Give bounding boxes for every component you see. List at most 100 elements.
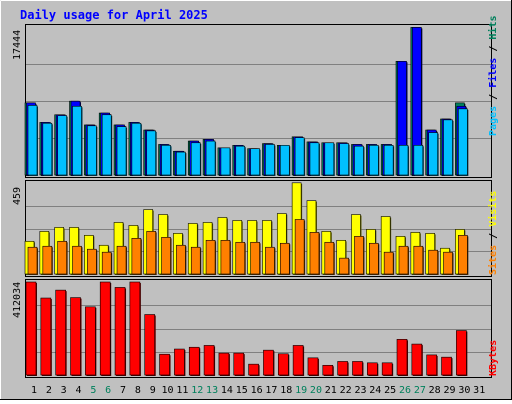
pages-bar-day-8 xyxy=(131,122,142,176)
day-label-4: 4 xyxy=(76,385,82,396)
pages-bar-day-18 xyxy=(279,145,290,176)
sites-bar-day-6 xyxy=(101,251,112,275)
sites-bar-day-11 xyxy=(176,244,186,275)
sites-bar-day-30 xyxy=(458,235,468,275)
pages-bar-day-16 xyxy=(250,148,260,176)
pages-bar-day-6 xyxy=(101,114,112,176)
day-label-3: 3 xyxy=(61,385,67,396)
pages-bar-day-29 xyxy=(443,119,453,176)
sites-bar-day-25 xyxy=(383,251,394,275)
pages-bar-day-30 xyxy=(458,108,468,176)
day-label-22: 22 xyxy=(340,385,352,396)
ymax-label-visits: 459 xyxy=(12,187,23,205)
pages-bar-day-22 xyxy=(339,143,349,176)
day-label-19: 19 xyxy=(295,385,307,396)
kbytes-bar-day-17 xyxy=(263,349,274,376)
sites-bar-day-26 xyxy=(398,245,409,275)
kbytes-bar-day-3 xyxy=(55,289,66,376)
sites-bar-day-22 xyxy=(339,257,349,275)
sites-bar-day-29 xyxy=(443,251,453,275)
pages-bar-day-14 xyxy=(220,147,231,176)
sites-bar-day-17 xyxy=(265,246,275,275)
kbytes-bar-day-8 xyxy=(129,281,141,376)
kbytes-bar-day-15 xyxy=(233,352,245,376)
pages-bar-day-25 xyxy=(383,145,394,176)
pages-bar-day-19 xyxy=(294,137,305,176)
pages-bar-day-20 xyxy=(309,142,320,176)
pages-bar-day-24 xyxy=(369,145,379,176)
pages-bar-day-26 xyxy=(398,145,409,176)
kbytes-bar-day-21 xyxy=(322,364,334,376)
kbytes-bar-day-12 xyxy=(188,346,200,376)
kbytes-bar-day-18 xyxy=(277,353,289,376)
pages-bar-day-10 xyxy=(161,145,171,176)
day-label-31: 31 xyxy=(473,385,485,396)
day-label-14: 14 xyxy=(221,385,233,396)
kbytes-bar-day-19 xyxy=(292,345,304,376)
legend-sep-3: / xyxy=(488,233,499,239)
sites-bar-day-3 xyxy=(57,240,67,275)
pages-bar-day-15 xyxy=(235,145,246,176)
pages-bar-day-12 xyxy=(190,142,201,176)
pages-bar-day-28 xyxy=(428,132,438,176)
kbytes-bar-day-13 xyxy=(203,345,215,376)
day-label-24: 24 xyxy=(369,385,381,396)
legend-sep-1: / xyxy=(488,94,499,100)
pages-bar-day-4 xyxy=(72,105,82,176)
sites-bar-day-23 xyxy=(354,236,364,275)
sites-bar-day-16 xyxy=(250,241,260,275)
legend-sites: Sites xyxy=(487,245,499,275)
day-label-21: 21 xyxy=(325,385,337,396)
ymax-label-hits: 17444 xyxy=(12,30,23,60)
sites-bar-day-19 xyxy=(294,219,305,275)
kbytes-bar-day-9 xyxy=(144,314,156,376)
day-label-17: 17 xyxy=(265,385,277,396)
kbytes-bar-day-2 xyxy=(40,297,52,376)
day-label-1: 1 xyxy=(31,385,37,396)
day-label-26: 26 xyxy=(399,385,411,396)
pages-bar-day-27 xyxy=(413,145,424,176)
day-label-25: 25 xyxy=(384,385,396,396)
sites-bar-day-15 xyxy=(235,241,246,275)
day-label-18: 18 xyxy=(280,385,292,396)
legend-pages: Pages xyxy=(488,106,499,136)
day-label-6: 6 xyxy=(105,385,111,396)
day-label-28: 28 xyxy=(429,385,441,396)
kbytes-bar-day-27 xyxy=(411,343,423,376)
kbytes-bar-day-16 xyxy=(248,363,259,376)
panel-visits-sites xyxy=(25,180,492,277)
day-label-7: 7 xyxy=(120,385,126,396)
day-label-20: 20 xyxy=(310,385,322,396)
ymax-label-kbytes: 412034 xyxy=(12,282,23,318)
pages-bar-day-23 xyxy=(354,145,364,176)
day-label-23: 23 xyxy=(354,385,366,396)
sites-bar-day-5 xyxy=(87,248,97,275)
sites-bar-day-28 xyxy=(428,249,438,275)
pages-bar-day-2 xyxy=(42,122,53,176)
day-label-10: 10 xyxy=(162,385,174,396)
sites-bar-day-9 xyxy=(146,231,157,275)
sites-bar-day-1 xyxy=(27,246,38,275)
legend-sep-2: / xyxy=(488,46,499,52)
day-label-8: 8 xyxy=(135,385,141,396)
day-label-30: 30 xyxy=(458,385,470,396)
kbytes-bar-day-28 xyxy=(426,354,437,376)
legend-visits-sites: Sites / Visits xyxy=(487,191,499,275)
day-label-5: 5 xyxy=(90,385,96,396)
pages-bar-day-3 xyxy=(57,115,67,176)
kbytes-bar-day-24 xyxy=(367,362,378,376)
kbytes-bar-day-25 xyxy=(381,362,393,376)
panel-kbytes xyxy=(25,279,492,378)
kbytes-bar-day-11 xyxy=(174,348,185,376)
kbytes-bar-day-14 xyxy=(218,352,230,376)
sites-bar-day-27 xyxy=(413,245,424,275)
kbytes-bar-day-7 xyxy=(114,287,126,376)
pages-bar-day-11 xyxy=(176,151,186,176)
sites-bar-day-14 xyxy=(220,239,231,275)
legend-hits: Hits xyxy=(487,16,499,40)
legend-hits-files-pages: Pages / Files / Hits xyxy=(487,16,499,137)
day-label-2: 2 xyxy=(46,385,52,396)
sites-bar-day-20 xyxy=(309,232,320,275)
